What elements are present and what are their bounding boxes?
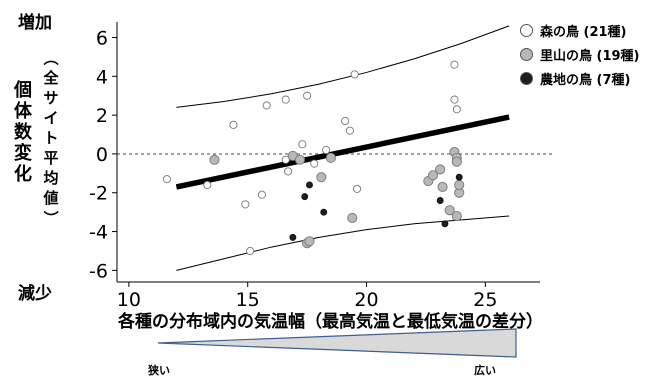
data-point	[455, 173, 463, 181]
regression-line	[175, 114, 510, 190]
data-point	[306, 181, 313, 189]
y-axis-label-char: 変	[14, 143, 32, 164]
data-point	[350, 70, 359, 79]
confidence-upper-line	[176, 25, 510, 108]
y-tick-label: -4	[89, 222, 108, 244]
x-tick-label: 25	[473, 289, 497, 311]
legend: 森の鳥 (21種) 里山の鳥 (19種) 農地の鳥 (7種)	[520, 18, 640, 90]
data-point	[209, 154, 220, 165]
data-point	[246, 246, 255, 256]
data-point	[450, 60, 459, 69]
legend-marker-icon	[520, 23, 533, 37]
data-point	[310, 159, 319, 168]
y-axis-sublabel-char: 平	[43, 149, 59, 167]
data-point	[257, 190, 267, 199]
y-axis-sublabel-char: 全	[43, 69, 59, 87]
data-point	[241, 200, 250, 209]
y-axis-sublabel-char: ト	[43, 129, 59, 147]
y-tick-label: 6	[96, 28, 108, 50]
data-point	[281, 95, 290, 104]
data-point	[162, 175, 171, 184]
data-point	[435, 164, 446, 175]
range-scale-wedge	[157, 328, 517, 358]
legend-item-forest: 森の鳥 (21種)	[520, 18, 640, 42]
y-axis-sublabel-char: 値	[43, 189, 59, 207]
data-point	[347, 212, 358, 224]
data-point	[294, 154, 306, 165]
legend-item-farmland: 農地の鳥 (7種)	[520, 66, 640, 90]
data-point	[450, 95, 459, 104]
y-axis-sublabel-char: イ	[43, 109, 59, 127]
data-point	[281, 155, 290, 164]
data-point	[229, 120, 238, 129]
y-tick-label: -2	[89, 183, 108, 205]
data-point	[320, 208, 328, 216]
y-axis-sublabel-char: 均	[43, 169, 59, 187]
x-tick-label: 20	[354, 289, 378, 311]
x-axis-label: 各種の分布域内の気温幅（最高気温と最低気温の差分）	[118, 312, 543, 332]
data-point	[454, 179, 465, 191]
x-tick-label: 15	[236, 289, 260, 311]
y-axis-label: 個体数変化	[11, 80, 35, 185]
data-point	[284, 167, 293, 176]
x-tick-label: 10	[117, 289, 141, 311]
data-point	[341, 116, 350, 126]
y-tick-label: 2	[96, 105, 108, 127]
data-point	[289, 233, 297, 241]
y-axis-label-char: 数	[14, 122, 32, 143]
data-point	[437, 181, 448, 192]
data-point	[436, 197, 444, 204]
y-tick-label: 4	[96, 66, 108, 88]
data-point	[451, 156, 462, 167]
legend-label: 森の鳥 (21種)	[540, 24, 627, 40]
y-axis-sublabel: （全サイト平均値）	[40, 48, 62, 228]
data-point	[304, 236, 315, 247]
narrow-label: 狭い	[148, 364, 170, 377]
data-point	[303, 91, 312, 100]
data-point	[352, 184, 362, 193]
data-point	[345, 126, 354, 135]
data-point	[441, 220, 449, 228]
y-bottom-label: 減少	[18, 284, 52, 304]
y-axis-label-char: 個	[14, 80, 32, 101]
y-top-label: 増加	[18, 13, 52, 33]
legend-label: 農地の鳥 (7種)	[540, 72, 631, 88]
data-point	[298, 140, 307, 149]
y-tick-label: 0	[96, 144, 108, 166]
y-axis-label-char: 体	[14, 101, 32, 122]
y-axis-label-char: 化	[14, 164, 32, 185]
data-point	[322, 146, 331, 155]
legend-marker-icon	[520, 71, 533, 85]
data-point	[301, 193, 309, 201]
data-point	[325, 152, 336, 163]
data-point	[316, 172, 327, 183]
legend-item-satoyama: 里山の鳥 (19種)	[520, 42, 640, 66]
data-point	[444, 205, 455, 216]
y-tick-label: -6	[89, 260, 108, 282]
y-axis-sublabel-char: サ	[43, 89, 59, 107]
legend-marker-icon	[520, 47, 533, 61]
wide-label: 広い	[474, 364, 496, 377]
legend-label: 里山の鳥 (19種)	[540, 48, 640, 64]
data-point	[451, 210, 462, 222]
data-point	[428, 170, 439, 181]
data-point	[452, 105, 461, 114]
data-point	[262, 101, 271, 110]
confidence-lower-line	[176, 215, 510, 271]
data-point	[203, 180, 212, 190]
